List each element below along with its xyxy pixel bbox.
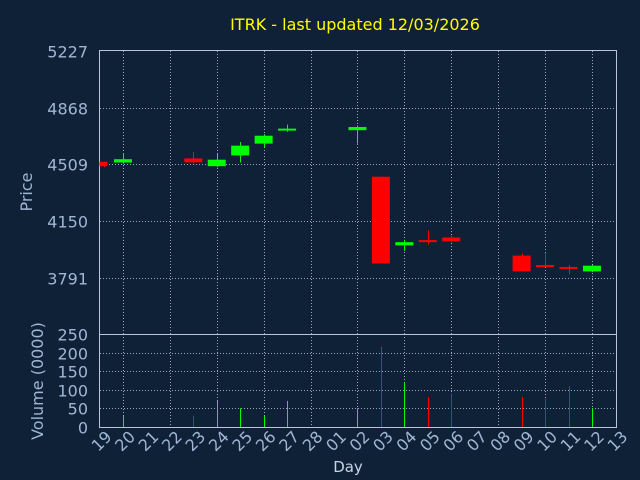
- candle-body: [512, 255, 531, 272]
- candle-body: [559, 266, 578, 269]
- candle-body: [231, 145, 250, 156]
- candle-body: [99, 161, 108, 167]
- candle-body: [184, 158, 203, 163]
- volume-panel-frame: [99, 334, 617, 428]
- volume-tick-label: 200: [57, 345, 88, 364]
- x-axis: 1920212223242526272801020304050607080910…: [88, 427, 632, 455]
- price-tick-label: 3791: [47, 270, 88, 289]
- candle-body: [348, 127, 367, 131]
- price-grid: [100, 51, 616, 334]
- volume-tick-label: 150: [57, 363, 88, 382]
- price-axis: 3791 4150 4509 4868 5227: [47, 43, 88, 289]
- x-axis-label: Day: [333, 458, 363, 476]
- candle-body: [113, 159, 132, 163]
- volume-tick-label: 100: [57, 382, 88, 401]
- candle-body: [254, 135, 273, 144]
- volume-tick-label: 0: [78, 419, 88, 438]
- candle-body: [418, 240, 437, 243]
- candle-body: [371, 176, 390, 264]
- volume-grid: [100, 334, 616, 427]
- price-tick-label: 5227: [47, 43, 88, 62]
- volume-tick-label: 50: [68, 400, 88, 419]
- price-tick-label: 4150: [47, 213, 88, 232]
- candle-body: [442, 237, 461, 242]
- candle-body: [582, 265, 601, 272]
- candle-body: [207, 159, 226, 167]
- candle-body: [536, 265, 555, 268]
- chart-title: ITRK - last updated 12/03/2026: [230, 15, 480, 34]
- price-tick-label: 4509: [47, 156, 88, 175]
- candle-body: [278, 128, 297, 131]
- candles: [99, 124, 601, 275]
- volume-bars: [123, 347, 593, 427]
- price-axis-label: Price: [17, 172, 36, 211]
- price-tick-label: 4868: [47, 100, 88, 119]
- candle-body: [395, 242, 414, 246]
- volume-axis-label: Volume (0000): [28, 322, 47, 440]
- volume-tick-label: 250: [57, 326, 88, 345]
